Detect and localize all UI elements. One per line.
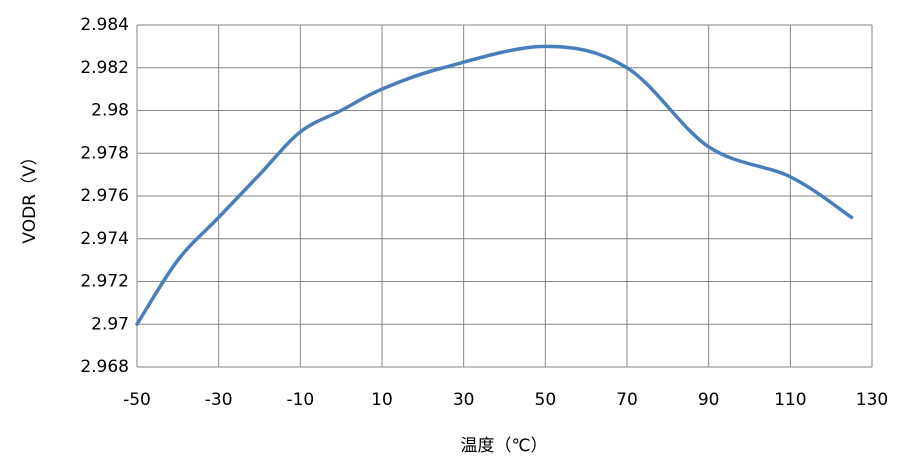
x-tick-label: 110 — [774, 390, 806, 410]
x-tick-label: -50 — [123, 390, 151, 410]
x-axis-label: 温度（℃） — [460, 436, 547, 456]
y-tick-label: 2.98 — [91, 101, 129, 121]
x-tick-label: 30 — [453, 390, 475, 410]
x-tick-label: 70 — [616, 390, 638, 410]
y-tick-label: 2.976 — [80, 186, 129, 206]
x-tick-label: 50 — [535, 390, 557, 410]
y-tick-label: 2.97 — [91, 314, 129, 334]
y-tick-label: 2.972 — [80, 272, 129, 292]
data-line — [135, 44, 854, 326]
x-tick-label: 10 — [371, 390, 393, 410]
x-tick-label: -30 — [205, 390, 233, 410]
x-tick-label: 90 — [698, 390, 720, 410]
y-tick-label: 2.982 — [80, 58, 129, 78]
x-tick-label: 130 — [856, 390, 888, 410]
y-axis-label: VODR（V） — [20, 148, 40, 243]
y-tick-label: 2.984 — [80, 15, 129, 35]
x-tick-label: -10 — [286, 390, 314, 410]
y-tick-label: 2.968 — [80, 357, 129, 377]
y-tick-label: 2.978 — [80, 143, 129, 163]
y-tick-label: 2.974 — [80, 229, 129, 249]
